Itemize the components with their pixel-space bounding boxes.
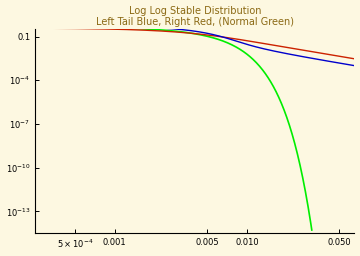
Title: Log Log Stable Distribution
Left Tail Blue, Right Red, (Normal Green): Log Log Stable Distribution Left Tail Bl… <box>96 6 294 27</box>
